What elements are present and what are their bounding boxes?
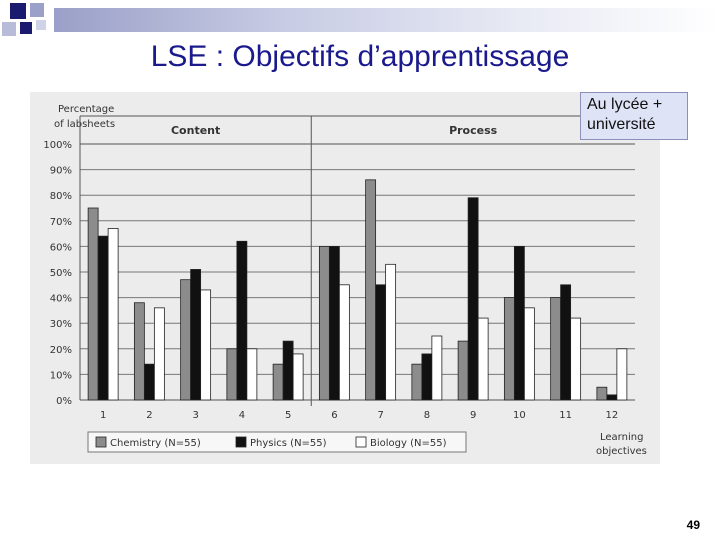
x-tick-label: 1 [100, 410, 106, 421]
x-tick-label: 12 [606, 410, 619, 421]
slide-title: LSE : Objectifs d’apprentissage [150, 40, 570, 73]
y-tick-label: 10% [50, 370, 72, 381]
x-tick-label: 11 [559, 410, 572, 421]
y-tick-label: 80% [50, 191, 72, 202]
decorative-squares [2, 3, 46, 36]
y-tick-label: 0% [56, 396, 72, 407]
x-tick-label: 6 [331, 410, 337, 421]
x-tick-label: 9 [470, 410, 476, 421]
x-tick-label: 3 [192, 410, 198, 421]
bar-biology [385, 263, 397, 401]
legend-label: Physics (N=55) [250, 438, 327, 449]
bar-physics [282, 340, 294, 401]
x-tick-label: 8 [424, 410, 430, 421]
bar-physics [190, 269, 202, 401]
x-axis-label-line2: objectives [596, 446, 647, 457]
x-tick-label: 5 [285, 410, 291, 421]
bar-biology [477, 317, 489, 401]
bar-chemistry [133, 302, 145, 401]
y-tick-label: 20% [50, 345, 72, 356]
legend-label: Chemistry (N=55) [110, 438, 201, 449]
bar-chemistry [596, 386, 608, 401]
bar-biology [200, 289, 212, 401]
callout-box: Au lycée + université [580, 92, 688, 140]
bar-biology [431, 335, 443, 401]
y-tick-label: 60% [50, 242, 72, 253]
y-tick-label: 30% [50, 319, 72, 330]
bar-chemistry [226, 348, 238, 401]
bar-chemistry [318, 245, 330, 401]
section-label: Content [171, 124, 220, 137]
y-tick-label: 50% [50, 268, 72, 279]
legend-label: Biology (N=55) [370, 438, 447, 449]
bar-chemistry [457, 340, 469, 401]
bar-physics [375, 284, 387, 401]
bar-physics [467, 197, 479, 401]
bar-chemistry [550, 297, 562, 401]
x-axis-label-line1: Learning [600, 432, 643, 443]
bar-biology [153, 307, 165, 401]
bar-chart: Percentage of labsheets Learning objecti… [43, 104, 647, 457]
bar-physics [97, 235, 109, 401]
bar-chemistry [365, 179, 377, 401]
bar-biology [338, 284, 350, 401]
bar-biology [570, 317, 582, 401]
bar-biology [292, 353, 304, 401]
bar-biology [246, 348, 258, 401]
bar-physics [606, 394, 618, 401]
bar-physics [513, 245, 525, 401]
title-bar [54, 8, 720, 32]
x-tick-label: 2 [146, 410, 152, 421]
bar-chemistry [503, 297, 515, 401]
legend-box [87, 431, 467, 453]
x-tick-label: 4 [239, 410, 245, 421]
y-tick-label: 40% [50, 294, 72, 305]
section-label: Process [449, 124, 498, 137]
bar-chemistry [411, 363, 423, 401]
chart-area: Percentage of labsheets Learning objecti… [30, 92, 660, 464]
legend-swatch [95, 436, 107, 448]
x-tick-label: 7 [377, 410, 383, 421]
bar-chemistry [180, 279, 192, 401]
bar-physics [328, 245, 340, 401]
page-number: 49 [686, 518, 700, 532]
bar-biology [616, 348, 628, 401]
bar-physics [421, 353, 433, 401]
legend-swatch [235, 436, 247, 448]
y-tick-label: 70% [50, 217, 72, 228]
y-axis-label-line2: of labsheets [54, 119, 115, 130]
y-tick-label: 90% [50, 166, 72, 177]
bar-chemistry [272, 363, 284, 401]
bar-biology [107, 228, 119, 401]
y-tick-label: 100% [43, 140, 72, 151]
bar-biology [523, 307, 535, 401]
bar-physics [236, 240, 248, 401]
x-tick-label: 10 [513, 410, 526, 421]
legend-swatch [355, 436, 367, 448]
bar-chemistry [87, 207, 99, 401]
bar-physics [143, 363, 155, 401]
bar-physics [560, 284, 572, 401]
y-axis-label-line1: Percentage [58, 104, 114, 115]
